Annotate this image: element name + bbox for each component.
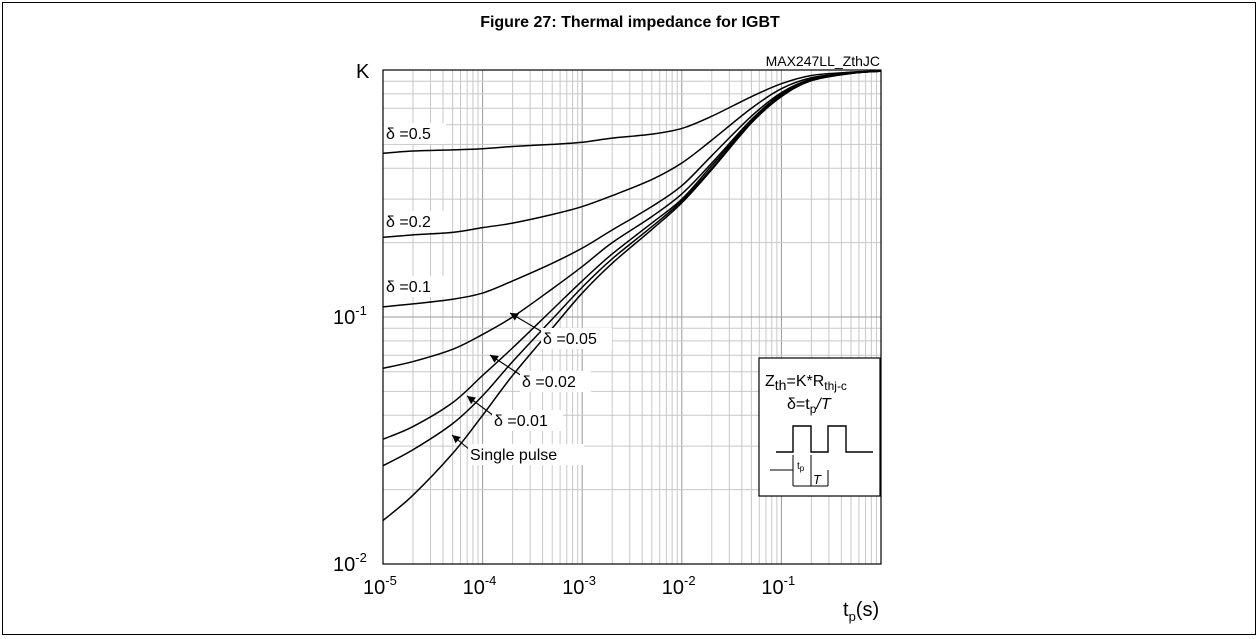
series-label: δ =0.02 <box>522 374 576 391</box>
inset-box <box>758 357 881 497</box>
label-background <box>384 211 446 232</box>
x-tick-label: 10-5 <box>363 573 397 599</box>
y-axis-label: K <box>356 61 370 83</box>
series-label: δ =0.01 <box>494 413 548 430</box>
label-background <box>384 123 446 144</box>
inset-legend: Zth=K*Rthj-c δ=tp/T tp T <box>758 357 881 497</box>
label-background <box>520 371 591 392</box>
label-arrow-head <box>510 313 519 321</box>
series-labels: δ =0.5 δ =0.2 δ =0.1 δ =0.05 δ =0.02 δ =0.01 S… <box>384 123 612 465</box>
figure-title: Figure 27: Thermal impedance for IGBT <box>480 14 780 31</box>
y-tick-label: 10-1 <box>333 303 367 329</box>
T-label: T <box>813 472 822 487</box>
tick-labels: 10-5 10-4 10-3 10-2 10-1 10-2 10-1 <box>333 303 795 599</box>
series-curve-3 <box>382 70 882 370</box>
x-tick-label: 10-1 <box>761 573 795 599</box>
series-label: δ =0.5 <box>386 126 431 143</box>
label-arrow-head <box>490 355 499 363</box>
y-tick-label: 10-2 <box>333 550 367 576</box>
series-curve-1 <box>382 70 882 239</box>
series-label: δ =0.05 <box>543 331 597 348</box>
x-tick-label: 10-4 <box>463 573 497 599</box>
label-background <box>384 276 446 297</box>
x-tick-label: 10-2 <box>662 573 696 599</box>
inset-zth-formula: Zth=K*Rthj-c <box>765 373 847 393</box>
chart-code-label: MAX247LL_ZthJC <box>766 53 880 69</box>
series-label: δ =0.2 <box>386 214 431 231</box>
series-curve-0 <box>382 70 882 155</box>
inset-delta-formula: δ=tp/T <box>787 396 832 416</box>
series-curve-6 <box>382 70 882 522</box>
label-background <box>541 328 612 349</box>
label-background <box>468 444 584 465</box>
x-tick-label: 10-3 <box>562 573 596 599</box>
plot-area-border <box>382 69 882 565</box>
pulse-waveform <box>776 425 873 453</box>
series-label: Single pulse <box>470 447 557 464</box>
series-label: δ =0.1 <box>386 279 431 296</box>
x-axis-label: tp(s) <box>843 599 879 624</box>
label-background <box>492 410 563 431</box>
tp-label: tp <box>797 461 805 473</box>
label-arrow-head <box>467 396 476 405</box>
series-curve-2 <box>382 70 882 308</box>
label-arrow-head <box>452 435 461 444</box>
curves <box>382 70 882 522</box>
